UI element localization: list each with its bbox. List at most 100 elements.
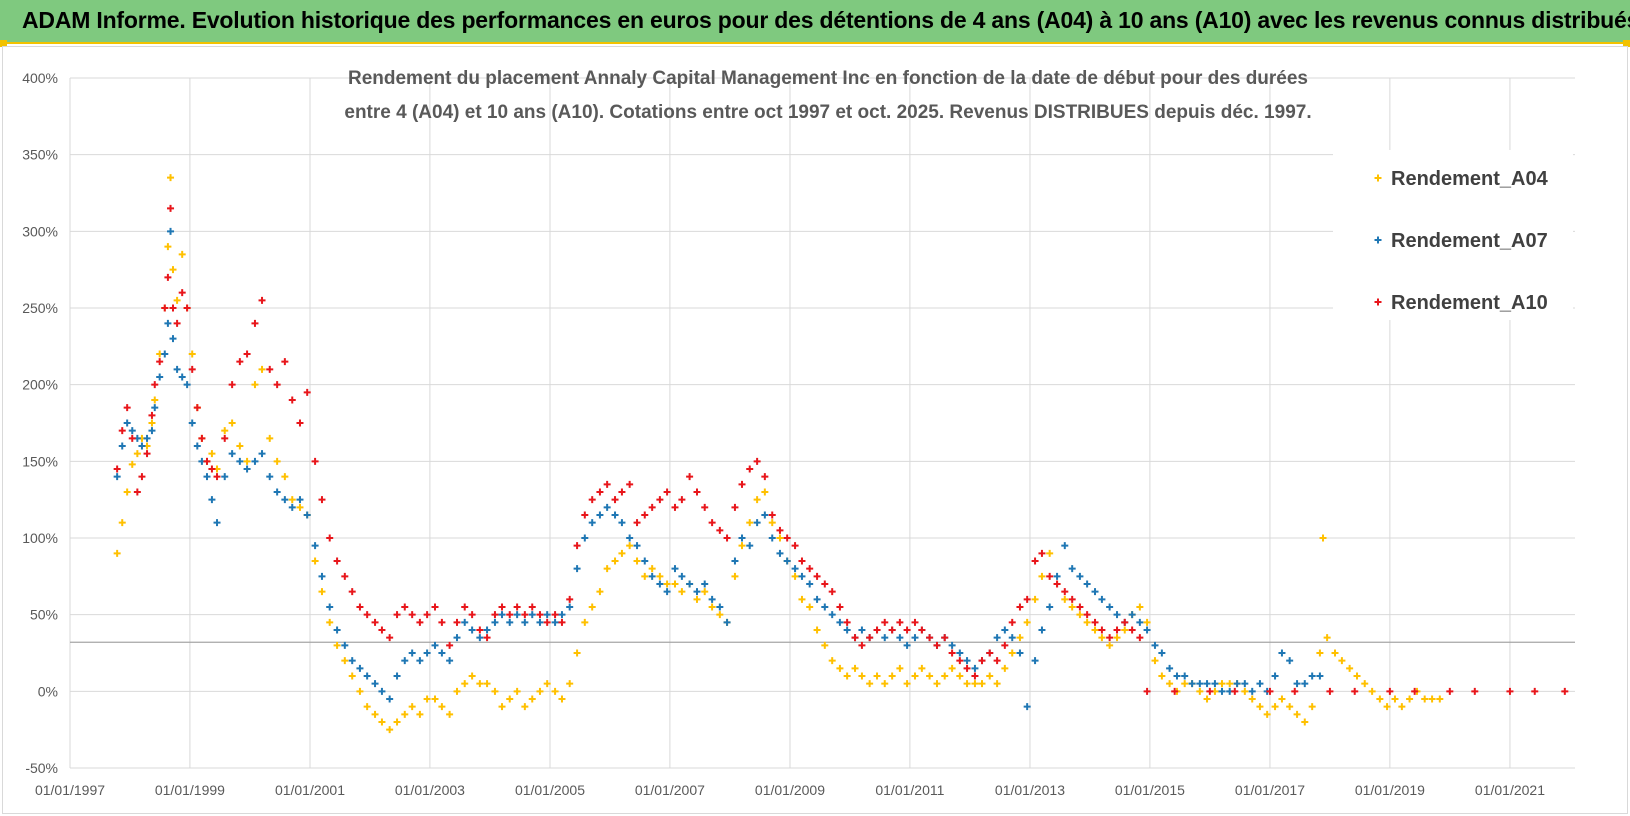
data-point	[167, 204, 175, 212]
data-point	[671, 565, 679, 573]
data-point	[873, 626, 881, 634]
data-point	[813, 595, 821, 603]
data-point	[941, 634, 949, 642]
data-point	[656, 572, 664, 580]
data-point	[1368, 687, 1376, 695]
data-point	[169, 266, 177, 274]
legend-background	[1333, 150, 1573, 320]
data-point	[423, 695, 431, 703]
data-point	[251, 457, 259, 465]
data-point	[273, 457, 281, 465]
data-point	[678, 572, 686, 580]
data-point	[1218, 687, 1226, 695]
series-Rendement_A04	[113, 174, 1444, 734]
y-tick-label: 400%	[22, 70, 58, 86]
data-point	[708, 603, 716, 611]
data-point	[1241, 680, 1249, 688]
data-point	[1158, 672, 1166, 680]
data-point	[663, 588, 671, 596]
data-point	[708, 519, 716, 527]
data-point	[483, 634, 491, 642]
data-point	[1316, 649, 1324, 657]
data-point	[266, 434, 274, 442]
data-point	[138, 442, 146, 450]
data-point	[573, 565, 581, 573]
data-point	[1386, 687, 1394, 695]
x-tick-label: 01/01/1997	[35, 782, 105, 798]
data-point	[791, 572, 799, 580]
data-point	[948, 664, 956, 672]
data-point	[1353, 672, 1361, 680]
data-point	[446, 710, 454, 718]
data-point	[363, 703, 371, 711]
data-point	[813, 572, 821, 580]
data-point	[513, 611, 521, 619]
data-point	[528, 611, 536, 619]
data-point	[558, 611, 566, 619]
data-point	[903, 680, 911, 688]
data-point	[311, 457, 319, 465]
legend-marker	[1374, 174, 1382, 182]
x-tick-label: 01/01/2007	[635, 782, 705, 798]
data-point	[164, 273, 172, 281]
data-point	[156, 358, 164, 366]
data-point	[1361, 680, 1369, 688]
legend-marker	[1374, 298, 1382, 306]
data-point	[318, 572, 326, 580]
data-point	[1113, 611, 1121, 619]
data-point	[648, 503, 656, 511]
data-point	[178, 373, 186, 381]
data-point	[1046, 572, 1054, 580]
data-point	[1068, 603, 1076, 611]
data-point	[881, 618, 889, 626]
data-point	[183, 381, 191, 389]
data-point	[1061, 588, 1069, 596]
data-point	[926, 672, 934, 680]
data-point	[167, 227, 175, 235]
data-point	[348, 672, 356, 680]
data-point	[243, 457, 251, 465]
data-point	[648, 565, 656, 573]
chart-title-line-2: entre 4 (A04) et 10 ans (A10). Cotations…	[344, 102, 1311, 123]
data-point	[858, 672, 866, 680]
data-point	[296, 419, 304, 427]
data-point	[1151, 641, 1159, 649]
data-point	[858, 626, 866, 634]
data-point	[633, 519, 641, 527]
data-point	[993, 657, 1001, 665]
data-point	[476, 634, 484, 642]
data-point	[198, 434, 206, 442]
data-point	[363, 611, 371, 619]
data-point	[746, 519, 754, 527]
data-point	[1061, 595, 1069, 603]
data-point	[143, 450, 151, 458]
data-point	[626, 542, 634, 550]
data-point	[213, 519, 221, 527]
data-point	[169, 335, 177, 343]
data-point	[648, 572, 656, 580]
data-point	[993, 634, 1001, 642]
data-point	[708, 595, 716, 603]
data-point	[506, 695, 514, 703]
data-point	[188, 419, 196, 427]
data-point	[1196, 680, 1204, 688]
data-point	[453, 618, 461, 626]
data-point	[1038, 572, 1046, 580]
data-point	[1106, 641, 1114, 649]
data-point	[1083, 611, 1091, 619]
data-point	[686, 580, 694, 588]
data-point	[813, 626, 821, 634]
data-point	[1038, 549, 1046, 557]
data-point	[446, 641, 454, 649]
data-point	[461, 680, 469, 688]
data-point	[1001, 626, 1009, 634]
data-point	[978, 657, 986, 665]
data-point	[1023, 618, 1031, 626]
data-point	[738, 480, 746, 488]
data-point	[236, 442, 244, 450]
data-point	[423, 611, 431, 619]
data-point	[1241, 687, 1249, 695]
data-point	[446, 657, 454, 665]
data-point	[896, 634, 904, 642]
data-point	[1016, 603, 1024, 611]
